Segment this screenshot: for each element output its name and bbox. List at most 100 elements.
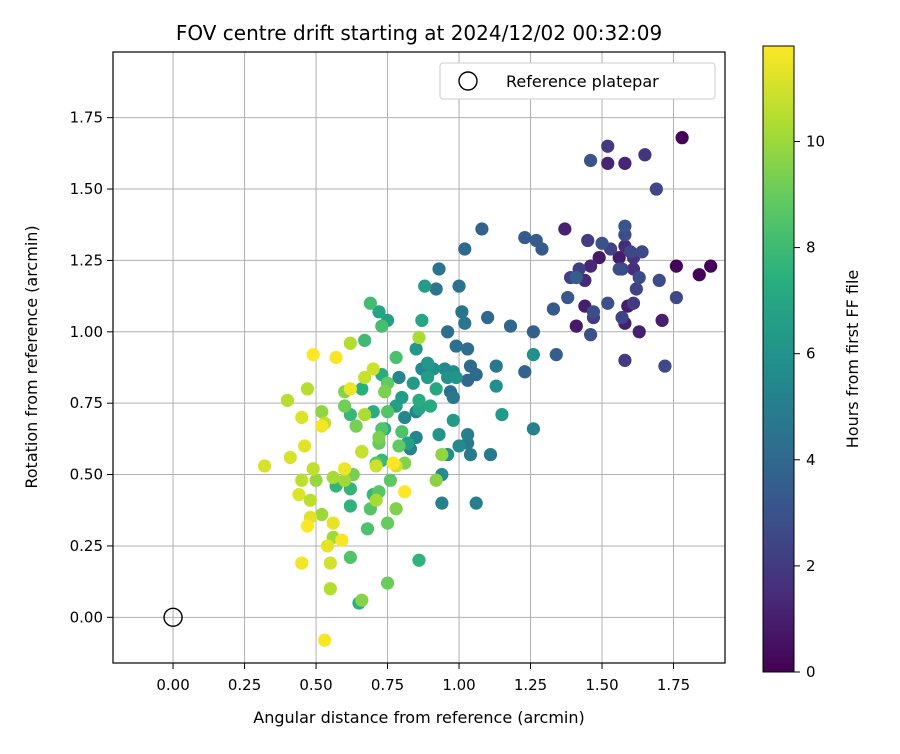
data-point — [463, 359, 478, 373]
data-point — [429, 473, 443, 487]
data-point — [446, 390, 460, 405]
data-point — [363, 296, 377, 310]
data-point — [632, 325, 646, 339]
data-point — [412, 330, 426, 345]
data-point — [280, 393, 295, 407]
data-point — [257, 459, 272, 473]
data-point — [449, 370, 463, 385]
data-point — [692, 268, 706, 282]
legend-box — [439, 62, 716, 100]
data-point — [561, 290, 575, 305]
data-point — [626, 296, 641, 310]
data-point — [418, 279, 432, 293]
data-point — [432, 427, 446, 442]
y-tick-label: 0.25 — [70, 537, 103, 555]
data-point — [298, 439, 312, 453]
data-point — [469, 496, 483, 510]
data-point — [306, 348, 320, 362]
data-point — [629, 282, 643, 296]
data-point — [309, 473, 323, 487]
data-point — [389, 502, 403, 516]
data-point — [323, 556, 337, 570]
data-point — [295, 473, 309, 487]
data-point — [372, 430, 386, 445]
data-point — [458, 316, 472, 330]
data-point — [549, 348, 563, 362]
legend-label: Reference platepar — [506, 72, 659, 91]
data-point — [481, 310, 495, 325]
colorbar-tick-label: 10 — [806, 132, 825, 150]
data-point — [383, 473, 398, 487]
data-point — [326, 470, 340, 485]
data-point — [475, 222, 489, 236]
data-point — [483, 447, 498, 462]
data-point — [463, 447, 478, 462]
colorbar-tick-label: 0 — [806, 663, 816, 681]
data-point — [392, 370, 406, 385]
data-point — [338, 399, 352, 413]
data-point — [526, 422, 540, 436]
data-point — [420, 370, 435, 385]
data-point — [369, 493, 383, 507]
y-tick-label: 0.50 — [70, 466, 103, 484]
colorbar-tick-label: 4 — [806, 451, 816, 469]
data-point — [449, 339, 463, 353]
data-point — [669, 259, 683, 273]
data-point — [338, 473, 352, 487]
data-point — [652, 273, 666, 288]
data-point — [343, 336, 357, 350]
data-point — [503, 319, 518, 333]
data-point — [461, 342, 475, 356]
x-tick-label: 1.75 — [657, 676, 690, 694]
data-point — [300, 382, 315, 396]
y-tick-label: 1.50 — [70, 180, 103, 198]
data-point — [569, 319, 583, 333]
data-point — [326, 516, 340, 530]
data-point — [601, 139, 615, 153]
data-points — [257, 131, 718, 647]
colorbar: 0 2 4 6 8 10 Hours from first FF file — [762, 45, 862, 681]
x-tick-label: 1.50 — [585, 676, 618, 694]
data-point — [704, 259, 718, 273]
data-point — [343, 499, 357, 513]
data-point — [420, 356, 435, 370]
data-point — [372, 305, 386, 319]
data-point — [355, 593, 369, 607]
data-point — [489, 359, 503, 373]
data-point — [595, 236, 609, 250]
data-point — [632, 270, 646, 285]
data-point — [412, 553, 426, 567]
data-point — [329, 350, 343, 365]
data-point — [366, 362, 380, 376]
y-axis-label: Rotation from reference (arcmin) — [22, 225, 41, 488]
data-point — [355, 445, 369, 459]
data-point — [380, 516, 395, 530]
data-point — [432, 262, 446, 276]
data-point — [612, 250, 626, 265]
data-point — [360, 522, 375, 536]
data-point — [378, 385, 392, 399]
data-point — [338, 462, 352, 476]
colorbar-tick-label: 6 — [806, 345, 816, 363]
data-point — [658, 359, 672, 373]
x-tick-label: 1.00 — [442, 676, 475, 694]
data-point — [369, 459, 383, 473]
data-point — [406, 376, 420, 390]
x-axis-ticks: 0.00 0.25 0.50 0.75 1.00 1.25 1.50 1.75 — [156, 663, 690, 694]
data-point — [649, 182, 663, 196]
data-point — [440, 325, 455, 339]
data-point — [612, 262, 626, 276]
data-point — [429, 382, 443, 396]
data-point — [526, 348, 540, 362]
data-point — [601, 296, 615, 310]
x-tick-label: 0.25 — [228, 676, 261, 694]
colorbar-gradient — [762, 45, 795, 673]
data-point — [435, 496, 449, 510]
colorbar-label: Hours from first FF file — [843, 270, 862, 449]
y-axis-ticks: 0.00 0.25 0.50 0.75 1.00 1.25 1.50 1.75 — [70, 109, 113, 626]
data-point — [461, 427, 475, 442]
data-point — [558, 222, 572, 236]
data-point — [292, 487, 306, 502]
data-point — [318, 633, 332, 647]
data-point — [546, 302, 561, 316]
